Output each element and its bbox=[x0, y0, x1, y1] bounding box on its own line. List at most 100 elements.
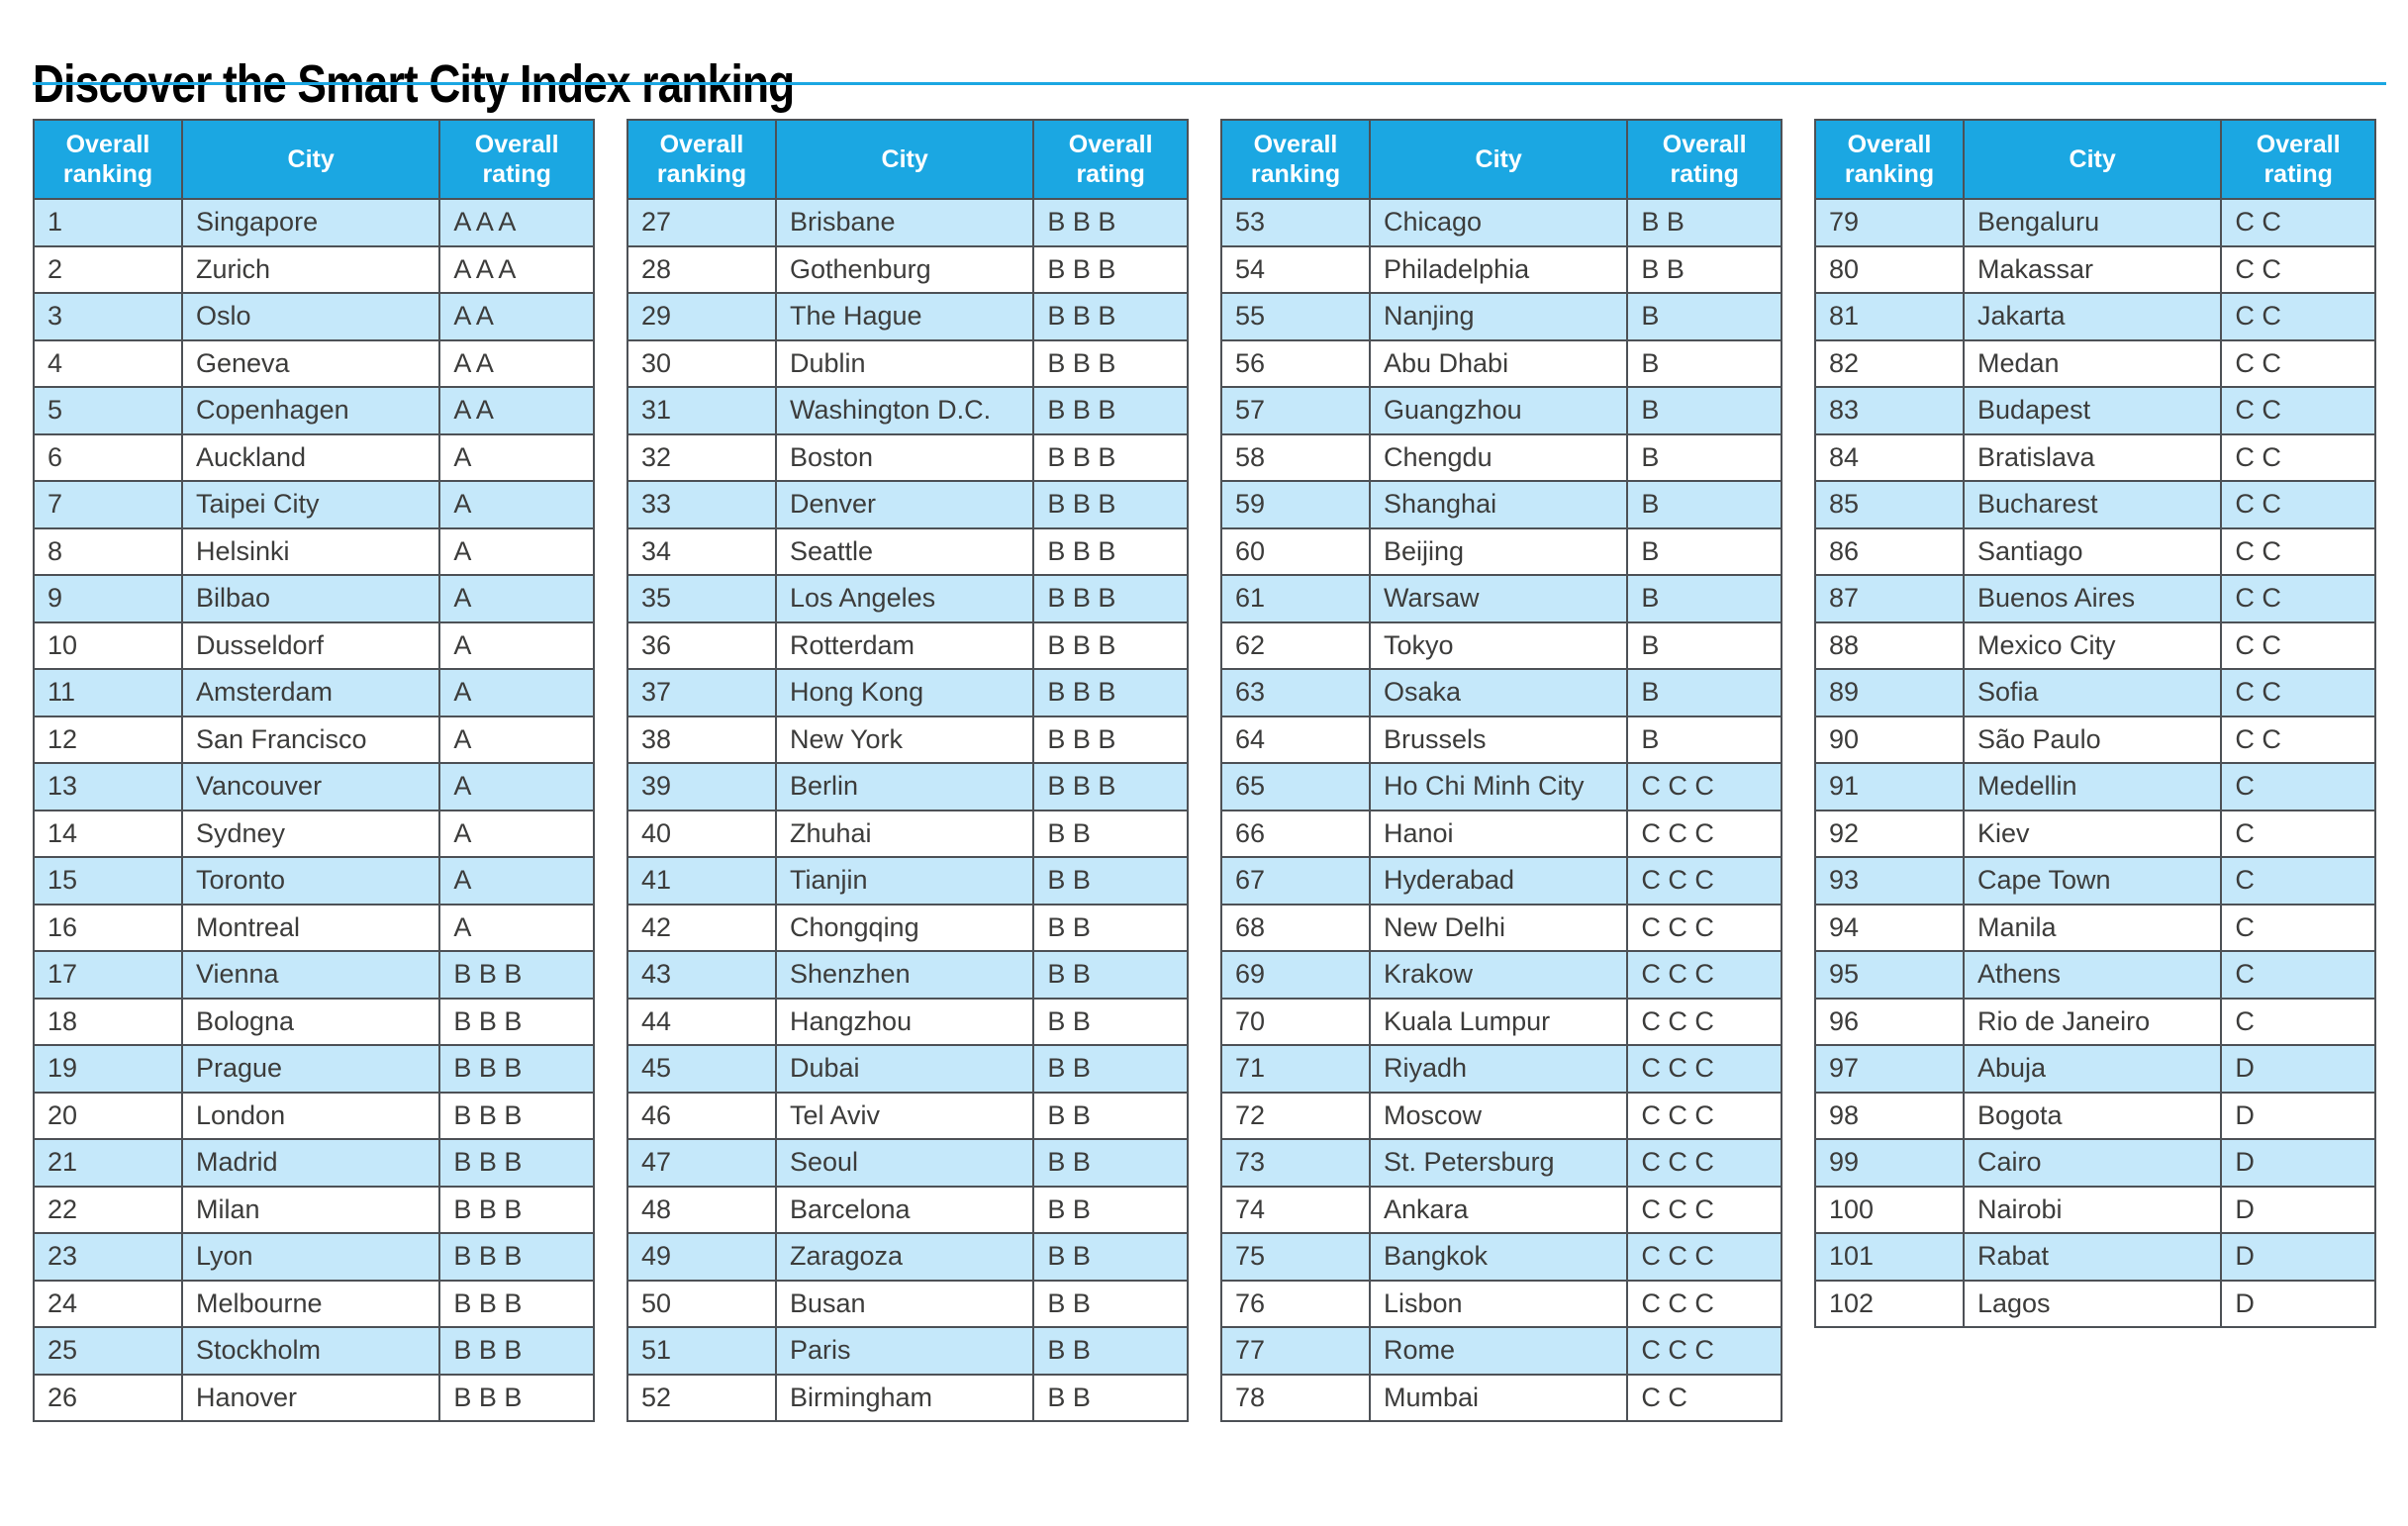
rating-cell: B bbox=[1626, 386, 1782, 435]
table-row: 27 Brisbane B B B bbox=[626, 198, 1189, 247]
city-cell: Riyadh bbox=[1368, 1044, 1629, 1094]
column-header-city: City bbox=[774, 119, 1035, 200]
rating-cell: B B bbox=[1626, 198, 1782, 247]
rank-cell: 52 bbox=[626, 1373, 777, 1422]
rank-cell: 26 bbox=[33, 1373, 183, 1422]
rank-cell: 59 bbox=[1220, 480, 1371, 529]
rank-cell: 96 bbox=[1814, 997, 1965, 1046]
rank-cell: 87 bbox=[1814, 574, 1965, 623]
rank-cell: 47 bbox=[626, 1138, 777, 1188]
rank-cell: 44 bbox=[626, 997, 777, 1046]
city-cell: Zurich bbox=[180, 244, 441, 294]
table-row: 77 Rome C C C bbox=[1220, 1326, 1782, 1376]
city-cell: Kuala Lumpur bbox=[1368, 997, 1629, 1046]
column-header-rank: Overall ranking bbox=[33, 119, 183, 200]
rank-cell: 72 bbox=[1220, 1091, 1371, 1140]
city-cell: Hong Kong bbox=[774, 668, 1035, 717]
column-header-city: City bbox=[180, 119, 441, 200]
city-cell: Nanjing bbox=[1368, 292, 1629, 341]
city-cell: Stockholm bbox=[180, 1326, 441, 1376]
rating-cell: B B bbox=[1032, 1326, 1189, 1376]
city-cell: Copenhagen bbox=[180, 386, 441, 435]
rank-cell: 43 bbox=[626, 950, 777, 1000]
city-cell: Hangzhou bbox=[774, 997, 1035, 1046]
rank-cell: 29 bbox=[626, 292, 777, 341]
city-cell: Busan bbox=[774, 1279, 1035, 1328]
city-cell: Rio de Janeiro bbox=[1962, 997, 2223, 1046]
rank-cell: 92 bbox=[1814, 809, 1965, 858]
table-row: 68 New Delhi C C C bbox=[1220, 903, 1782, 952]
rating-cell: B B B bbox=[1032, 432, 1189, 482]
rank-cell: 86 bbox=[1814, 526, 1965, 576]
table-row: 52 Birmingham B B bbox=[626, 1373, 1189, 1422]
rating-cell: B B bbox=[1032, 903, 1189, 952]
city-cell: Manila bbox=[1962, 903, 2223, 952]
rank-cell: 9 bbox=[33, 574, 183, 623]
table-row: 41 Tianjin B B bbox=[626, 856, 1189, 906]
header-row: Overall ranking City Overall rating bbox=[1814, 119, 2376, 200]
table-row: 30 Dublin B B B bbox=[626, 338, 1189, 388]
table-row: 66 Hanoi C C C bbox=[1220, 809, 1782, 858]
table-row: 65 Ho Chi Minh City C C C bbox=[1220, 762, 1782, 811]
rank-cell: 55 bbox=[1220, 292, 1371, 341]
rating-cell: B B B bbox=[438, 1373, 595, 1422]
table-row: 29 The Hague B B B bbox=[626, 292, 1189, 341]
city-cell: Medan bbox=[1962, 338, 2223, 388]
city-cell: Nairobi bbox=[1962, 1185, 2223, 1234]
table-row: 101 Rabat D bbox=[1814, 1232, 2376, 1282]
city-cell: Abu Dhabi bbox=[1368, 338, 1629, 388]
rank-cell: 73 bbox=[1220, 1138, 1371, 1188]
table-row: 54 Philadelphia B B bbox=[1220, 244, 1782, 294]
city-cell: Ankara bbox=[1368, 1185, 1629, 1234]
city-cell: Bogota bbox=[1962, 1091, 2223, 1140]
rank-cell: 12 bbox=[33, 715, 183, 764]
rating-cell: B B B bbox=[1032, 574, 1189, 623]
rank-cell: 15 bbox=[33, 856, 183, 906]
rank-cell: 61 bbox=[1220, 574, 1371, 623]
rating-cell: C C bbox=[2220, 338, 2376, 388]
city-cell: Tokyo bbox=[1368, 620, 1629, 670]
rating-cell: B bbox=[1626, 338, 1782, 388]
column-header-city: City bbox=[1962, 119, 2223, 200]
table-row: 102 Lagos D bbox=[1814, 1279, 2376, 1328]
rank-cell: 3 bbox=[33, 292, 183, 341]
city-cell: Bratislava bbox=[1962, 432, 2223, 482]
city-cell: Beijing bbox=[1368, 526, 1629, 576]
table-row: 83 Budapest C C bbox=[1814, 386, 2376, 435]
city-cell: Tel Aviv bbox=[774, 1091, 1035, 1140]
rank-cell: 57 bbox=[1220, 386, 1371, 435]
rank-cell: 20 bbox=[33, 1091, 183, 1140]
rating-cell: B B B bbox=[438, 1232, 595, 1282]
rank-cell: 88 bbox=[1814, 620, 1965, 670]
table-row: 97 Abuja D bbox=[1814, 1044, 2376, 1094]
rank-cell: 62 bbox=[1220, 620, 1371, 670]
rank-cell: 27 bbox=[626, 198, 777, 247]
city-cell: Athens bbox=[1962, 950, 2223, 1000]
rank-cell: 31 bbox=[626, 386, 777, 435]
rating-cell: C C C bbox=[1626, 903, 1782, 952]
table-row: 99 Cairo D bbox=[1814, 1138, 2376, 1188]
rating-cell: B B B bbox=[438, 1185, 595, 1234]
rank-cell: 18 bbox=[33, 997, 183, 1046]
rank-cell: 28 bbox=[626, 244, 777, 294]
table-row: 58 Chengdu B bbox=[1220, 432, 1782, 482]
table-row: 19 Prague B B B bbox=[33, 1044, 595, 1094]
rating-cell: C C bbox=[2220, 574, 2376, 623]
rating-cell: B bbox=[1626, 292, 1782, 341]
table-row: 63 Osaka B bbox=[1220, 668, 1782, 717]
table-row: 55 Nanjing B bbox=[1220, 292, 1782, 341]
rating-cell: C C bbox=[2220, 480, 2376, 529]
table-row: 2 Zurich A A A bbox=[33, 244, 595, 294]
table-row: 75 Bangkok C C C bbox=[1220, 1232, 1782, 1282]
column-header-city: City bbox=[1368, 119, 1629, 200]
rank-cell: 69 bbox=[1220, 950, 1371, 1000]
rating-cell: B B bbox=[1032, 997, 1189, 1046]
ranking-table-3: Overall ranking City Overall rating 53 Chica… bbox=[1220, 119, 1782, 1422]
city-cell: Auckland bbox=[180, 432, 441, 482]
rank-cell: 67 bbox=[1220, 856, 1371, 906]
city-cell: Dublin bbox=[774, 338, 1035, 388]
rank-cell: 10 bbox=[33, 620, 183, 670]
city-cell: Lisbon bbox=[1368, 1279, 1629, 1328]
table-row: 7 Taipei City A bbox=[33, 480, 595, 529]
city-cell: Warsaw bbox=[1368, 574, 1629, 623]
